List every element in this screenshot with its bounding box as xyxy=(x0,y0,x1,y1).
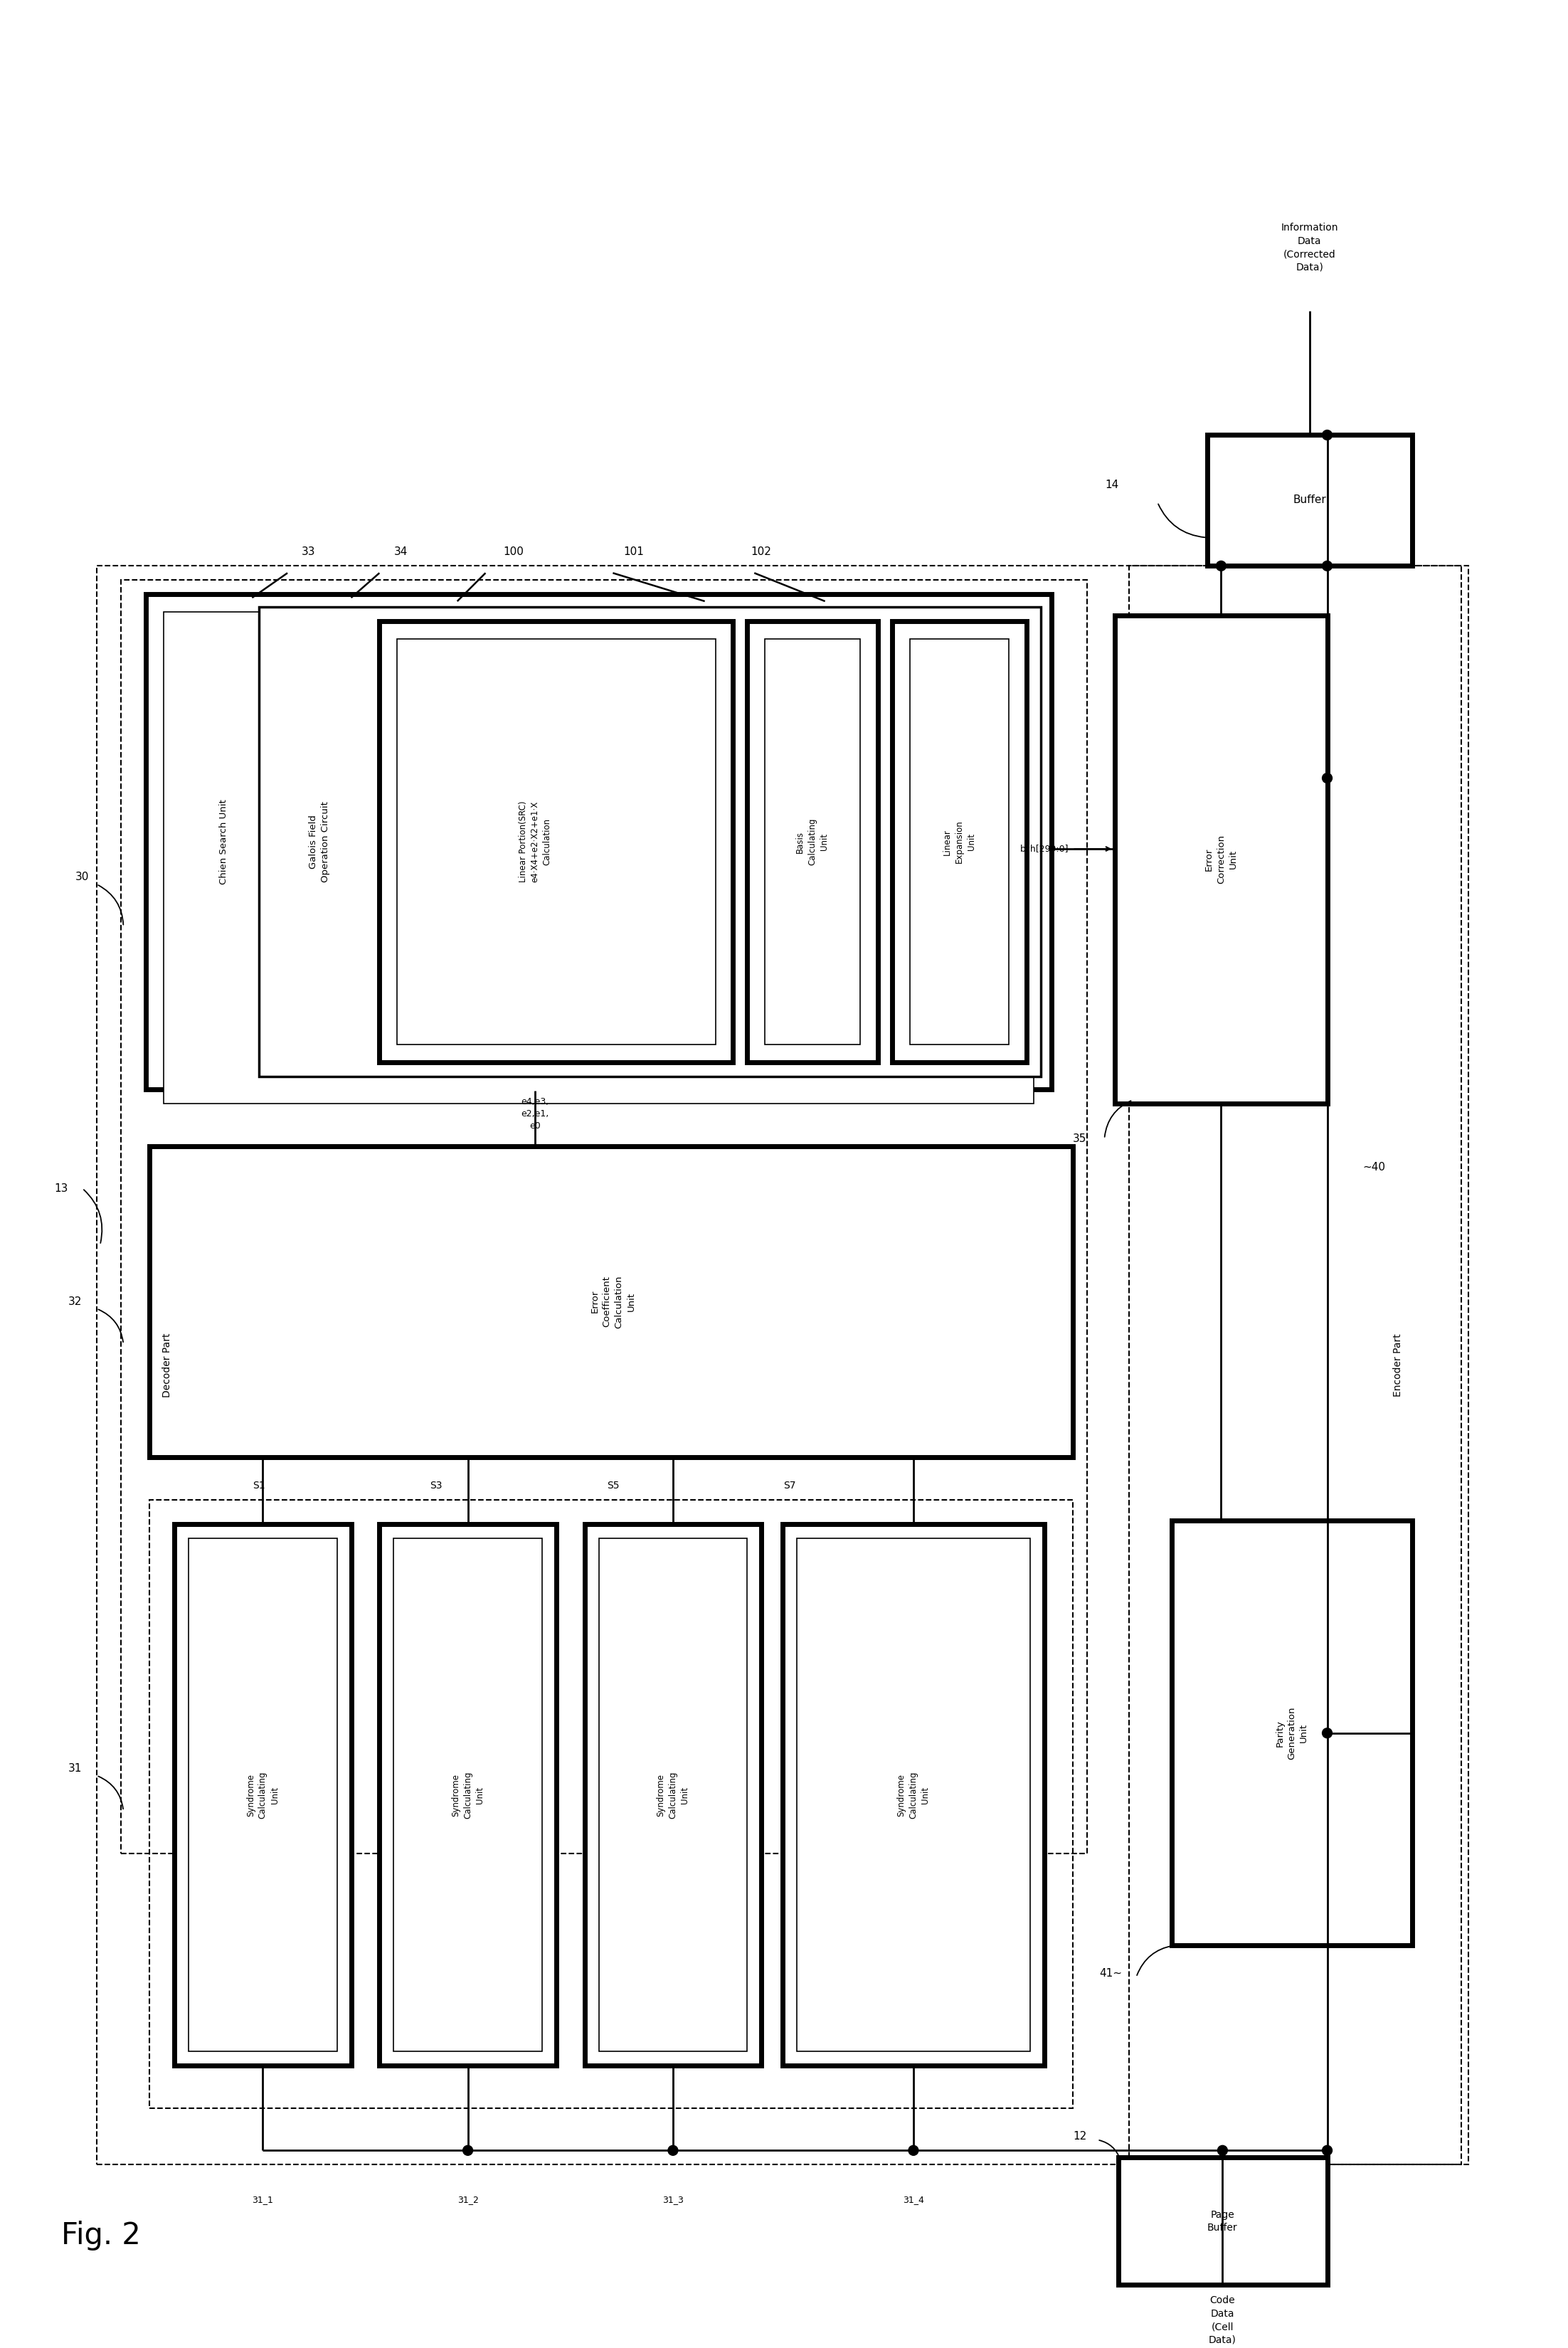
Bar xyxy=(121,580,1087,1853)
Text: 31_1: 31_1 xyxy=(252,2195,273,2205)
Text: 13: 13 xyxy=(53,1183,67,1193)
Bar xyxy=(1115,615,1327,1104)
Circle shape xyxy=(1218,2146,1228,2155)
Bar xyxy=(149,1500,1073,2109)
Text: S1: S1 xyxy=(252,1482,265,1491)
Text: Buffer: Buffer xyxy=(1294,495,1327,505)
Text: Linear Portion(SRC)
e4·X4+e2·X2+e1·X
Calculation: Linear Portion(SRC) e4·X4+e2·X2+e1·X Cal… xyxy=(519,801,552,883)
Text: S3: S3 xyxy=(430,1482,442,1491)
Bar xyxy=(909,639,1008,1045)
Circle shape xyxy=(1322,561,1333,571)
Bar xyxy=(188,1538,337,2052)
Bar xyxy=(97,566,1469,2165)
Text: 31_2: 31_2 xyxy=(458,2195,478,2205)
Bar xyxy=(149,1146,1073,1458)
Text: Basis
Calculating
Unit: Basis Calculating Unit xyxy=(795,817,829,866)
Text: Syndrome
Calculating
Unit: Syndrome Calculating Unit xyxy=(246,1770,279,1820)
Text: Linear
Expansion
Unit: Linear Expansion Unit xyxy=(942,819,977,864)
Bar xyxy=(1171,1522,1413,1944)
Bar xyxy=(174,1524,351,2066)
Text: 12: 12 xyxy=(1073,2132,1087,2141)
Circle shape xyxy=(1322,772,1333,784)
Circle shape xyxy=(908,2146,919,2155)
Bar xyxy=(379,1524,557,2066)
Text: 35: 35 xyxy=(1073,1134,1087,1143)
Bar xyxy=(379,622,734,1064)
Circle shape xyxy=(463,2146,474,2155)
Bar xyxy=(397,639,715,1045)
Text: 41~: 41~ xyxy=(1099,1968,1123,1979)
Circle shape xyxy=(1322,1728,1333,1738)
Text: Error
Coefficient
Calculation
Unit: Error Coefficient Calculation Unit xyxy=(590,1275,635,1329)
Text: Chien Search Unit: Chien Search Unit xyxy=(220,798,229,885)
Text: 31_4: 31_4 xyxy=(903,2195,924,2205)
Bar xyxy=(599,1538,748,2052)
Text: e4,e3,
e2,e1,
e0: e4,e3, e2,e1, e0 xyxy=(521,1097,549,1132)
Text: 31_3: 31_3 xyxy=(662,2195,684,2205)
Text: Syndrome
Calculating
Unit: Syndrome Calculating Unit xyxy=(657,1770,690,1820)
Bar xyxy=(1129,566,1461,2165)
Text: 30: 30 xyxy=(75,871,89,883)
Text: Information
Data
(Corrected
Data): Information Data (Corrected Data) xyxy=(1281,223,1338,272)
Text: Decoder Part: Decoder Part xyxy=(162,1334,172,1397)
Circle shape xyxy=(668,2146,677,2155)
Text: Parity
Generation
Unit: Parity Generation Unit xyxy=(1275,1707,1309,1759)
Bar xyxy=(394,1538,543,2052)
Text: 34: 34 xyxy=(394,547,408,556)
Bar xyxy=(259,606,1041,1078)
Text: 102: 102 xyxy=(751,547,771,556)
Text: ~40: ~40 xyxy=(1363,1162,1386,1172)
Text: Encoder Part: Encoder Part xyxy=(1392,1334,1403,1397)
Bar xyxy=(163,613,1033,1104)
Bar xyxy=(765,639,861,1045)
Text: Syndrome
Calculating
Unit: Syndrome Calculating Unit xyxy=(452,1770,485,1820)
Bar xyxy=(146,594,1052,1089)
Text: Galois Field
Operation Circuit: Galois Field Operation Circuit xyxy=(309,801,329,883)
Bar xyxy=(1207,434,1413,566)
Text: S5: S5 xyxy=(607,1482,619,1491)
Text: 101: 101 xyxy=(624,547,644,556)
Text: Error
Correction
Unit: Error Correction Unit xyxy=(1204,836,1237,885)
Bar xyxy=(782,1524,1044,2066)
Text: Code
Data
(Cell
Data): Code Data (Cell Data) xyxy=(1209,2296,1236,2346)
Circle shape xyxy=(1322,430,1333,439)
Bar xyxy=(892,622,1027,1064)
Text: Fig. 2: Fig. 2 xyxy=(61,2221,141,2249)
Text: 100: 100 xyxy=(503,547,524,556)
Text: 32: 32 xyxy=(69,1296,82,1308)
Bar xyxy=(797,1538,1030,2052)
Bar xyxy=(748,622,878,1064)
Bar xyxy=(585,1524,762,2066)
Text: 14: 14 xyxy=(1105,479,1118,491)
Text: bch[299:0]: bch[299:0] xyxy=(1021,845,1069,852)
Text: Page
Buffer: Page Buffer xyxy=(1207,2209,1237,2233)
Text: 31: 31 xyxy=(69,1763,82,1773)
Text: S7: S7 xyxy=(784,1482,797,1491)
Text: Syndrome
Calculating
Unit: Syndrome Calculating Unit xyxy=(897,1770,930,1820)
Bar xyxy=(1118,2158,1327,2285)
Text: 33: 33 xyxy=(301,547,315,556)
Circle shape xyxy=(1322,2146,1333,2155)
Circle shape xyxy=(1217,561,1226,571)
